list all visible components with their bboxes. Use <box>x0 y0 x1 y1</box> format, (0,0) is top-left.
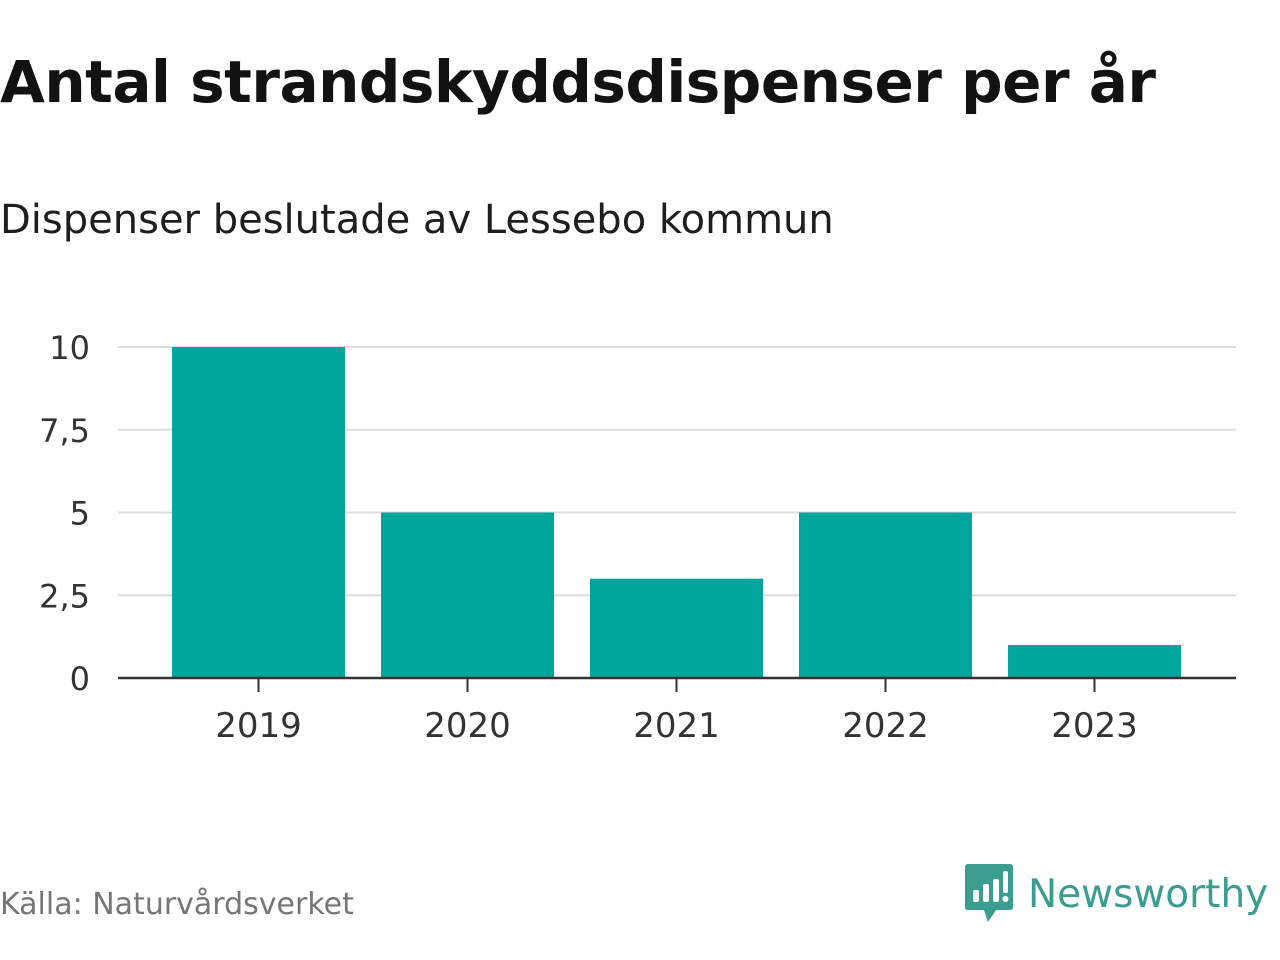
brand-name: Newsworthy <box>1028 872 1269 917</box>
y-tick-label: 0 <box>70 660 90 698</box>
y-axis-labels: 0 2,5 5 7,5 10 <box>39 329 90 698</box>
bar-2021[interactable] <box>590 578 763 678</box>
x-axis <box>118 676 1236 692</box>
x-tick-label: 2020 <box>424 706 511 746</box>
bar-2020[interactable] <box>381 512 554 679</box>
bars <box>172 347 1181 678</box>
bar-2019[interactable] <box>172 347 345 678</box>
chart-subtitle: Dispenser beslutade av Lessebo kommun <box>0 197 834 243</box>
bar-chart: 0 2,5 5 7,5 10 2019 2020 2021 2022 2023 <box>39 329 1236 746</box>
chart-title: Antal strandskyddsdispenser per år <box>0 48 1156 116</box>
newsworthy-logo-icon <box>964 862 1014 928</box>
bar-2022[interactable] <box>799 512 972 679</box>
x-tick-label: 2022 <box>842 706 929 746</box>
x-tick-label: 2019 <box>215 706 302 746</box>
brand-logo[interactable]: Newsworthy <box>964 862 1268 928</box>
y-tick-label: 2,5 <box>39 577 90 615</box>
bar-2023[interactable] <box>1008 644 1181 678</box>
source-note: Källa: Naturvårdsverket <box>0 887 354 922</box>
y-tick-label: 5 <box>70 495 90 533</box>
x-tick-label: 2021 <box>633 706 720 746</box>
y-tick-label: 7,5 <box>39 412 90 450</box>
x-axis-labels: 2019 2020 2021 2022 2023 <box>215 706 1138 746</box>
y-tick-label: 10 <box>49 329 90 367</box>
x-tick-label: 2023 <box>1051 706 1138 746</box>
